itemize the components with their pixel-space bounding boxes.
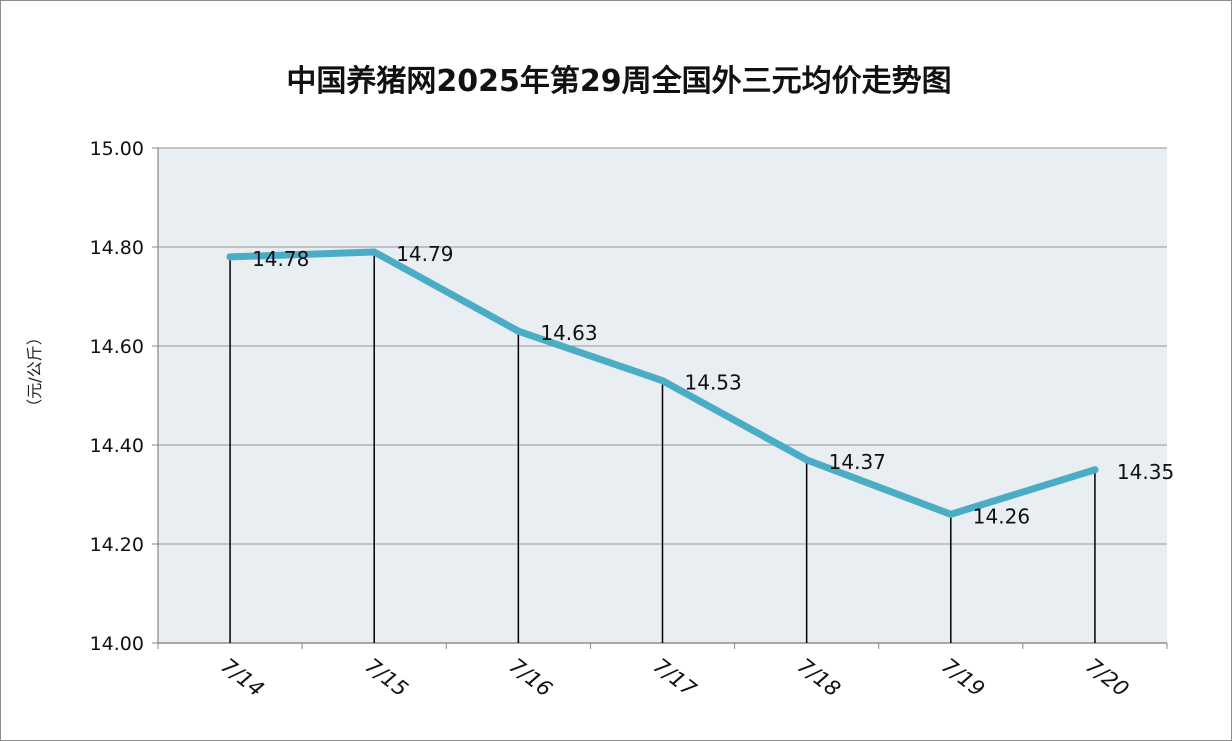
y-axis-title: （元/公斤） xyxy=(25,329,44,414)
data-label: 14.26 xyxy=(973,504,1030,528)
data-point xyxy=(514,327,522,335)
x-tick-label: 7/19 xyxy=(937,654,989,702)
data-label: 14.53 xyxy=(685,371,742,395)
drop-lines xyxy=(229,251,1096,643)
x-axis: 7/14 7/15 7/16 7/17 7/18 7/19 7/20 xyxy=(157,642,1168,702)
data-label: 14.35 xyxy=(1117,460,1174,484)
series-layer xyxy=(226,248,1099,518)
chart-title: 中国养猪网2025年第29周全国外三元均价走势图 xyxy=(286,64,951,99)
x-tick-label: 7/20 xyxy=(1081,654,1133,702)
y-tick-label: 14.20 xyxy=(90,534,144,556)
y-tick-label: 14.60 xyxy=(90,336,144,358)
y-tick-label: 14.40 xyxy=(90,435,144,457)
data-point xyxy=(947,510,955,518)
data-label: 14.63 xyxy=(540,321,597,345)
y-tick-label: 15.00 xyxy=(90,138,144,160)
x-tick-label: 7/15 xyxy=(361,654,413,702)
y-axis: 14.00 14.20 14.40 14.60 14.80 15.00 xyxy=(90,138,159,655)
y-tick-label: 14.80 xyxy=(90,237,144,259)
data-label: 14.79 xyxy=(396,242,453,266)
x-tick-label: 7/14 xyxy=(216,654,268,702)
y-tick-label: 14.00 xyxy=(90,633,144,655)
data-label: 14.37 xyxy=(829,450,886,474)
data-point xyxy=(1091,466,1099,474)
data-point xyxy=(803,456,811,464)
x-tick-label: 7/18 xyxy=(793,654,845,702)
data-point xyxy=(226,253,234,261)
data-label: 14.78 xyxy=(252,247,309,271)
data-point xyxy=(370,248,378,256)
data-point xyxy=(659,377,666,385)
data-labels: 14.78 14.79 14.63 14.53 14.37 14.26 14.35 xyxy=(252,242,1174,528)
x-tick-label: 7/16 xyxy=(505,654,557,702)
x-tick-label: 7/17 xyxy=(649,654,701,702)
